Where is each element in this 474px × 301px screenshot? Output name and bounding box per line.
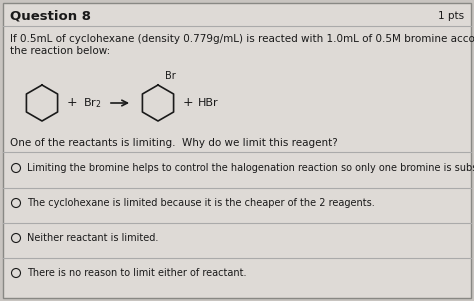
Text: Br: Br	[164, 71, 175, 81]
Text: If 0.5mL of cyclohexane (density 0.779g/mL) is reacted with 1.0mL of 0.5M bromin: If 0.5mL of cyclohexane (density 0.779g/…	[10, 34, 474, 44]
Text: Limiting the bromine helps to control the halogenation reaction so only one brom: Limiting the bromine helps to control th…	[27, 163, 474, 173]
Text: The cyclohexane is limited because it is the cheaper of the 2 reagents.: The cyclohexane is limited because it is…	[27, 198, 375, 208]
Text: Br$_2$: Br$_2$	[83, 96, 101, 110]
Text: One of the reactants is limiting.  Why do we limit this reagent?: One of the reactants is limiting. Why do…	[10, 138, 338, 148]
Text: the reaction below:: the reaction below:	[10, 46, 110, 56]
Text: +: +	[182, 97, 193, 110]
Text: Neither reactant is limited.: Neither reactant is limited.	[27, 233, 158, 243]
Text: HBr: HBr	[198, 98, 219, 108]
Text: There is no reason to limit either of reactant.: There is no reason to limit either of re…	[27, 268, 246, 278]
Text: +: +	[67, 97, 77, 110]
Text: 1 pts: 1 pts	[438, 11, 464, 21]
Text: Question 8: Question 8	[10, 10, 91, 23]
FancyBboxPatch shape	[3, 3, 471, 298]
